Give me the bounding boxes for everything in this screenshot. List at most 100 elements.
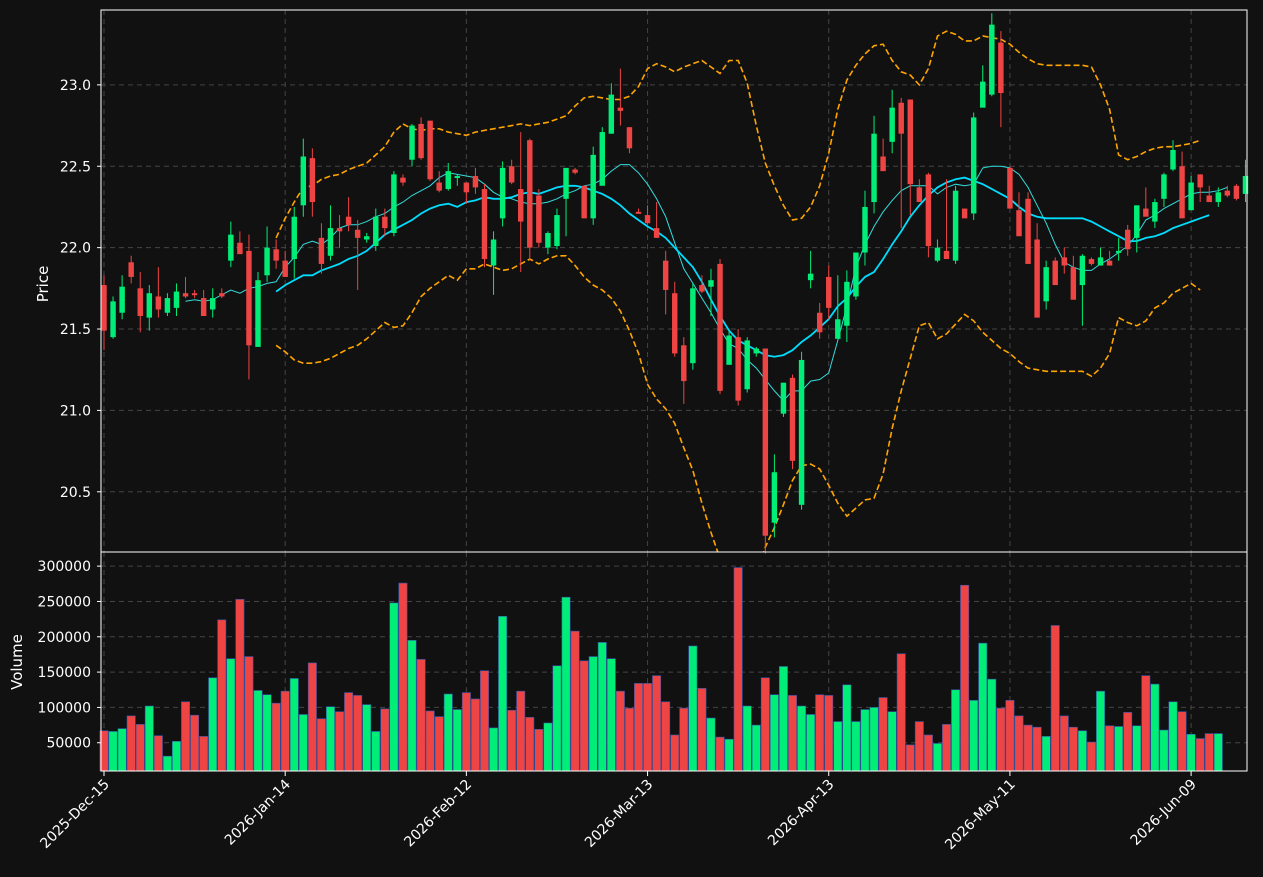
candle-body <box>499 167 506 219</box>
volume-bar <box>996 707 1006 772</box>
volume-bar <box>869 707 879 772</box>
volume-bar <box>679 707 689 772</box>
candle-body <box>771 472 778 523</box>
candle-body <box>726 335 732 365</box>
volume-bar <box>942 724 951 772</box>
candle-body <box>681 345 687 382</box>
candle-body <box>599 132 605 186</box>
volume-bar <box>1105 725 1115 772</box>
volume-bar <box>407 640 417 772</box>
candle-body <box>490 239 497 266</box>
volume-bar <box>1150 683 1160 772</box>
x-tick-label: 2026-Feb-12 <box>401 777 475 851</box>
candle-body <box>1007 167 1013 209</box>
candle-body <box>943 250 950 260</box>
volume-bar <box>298 714 308 772</box>
volume-bar <box>199 736 209 772</box>
volume-bar <box>706 717 716 772</box>
candle-body <box>282 260 288 277</box>
volume-bar <box>887 711 897 772</box>
volume-axis-label: Volume <box>8 634 26 690</box>
volume-bar <box>1168 701 1178 772</box>
bollinger-lower-line <box>275 255 1201 552</box>
volume-bar <box>1213 733 1223 772</box>
candle-body <box>1188 182 1194 211</box>
volume-bar <box>951 689 961 772</box>
candle-body <box>463 182 470 193</box>
volume-bar <box>144 705 154 772</box>
candle-body <box>1152 202 1158 222</box>
volume-bar <box>344 692 354 772</box>
volume-bar <box>425 710 435 772</box>
volume-bar <box>842 684 852 772</box>
volume-bar <box>643 683 653 772</box>
volume-bar <box>516 690 526 772</box>
candle-body <box>744 340 750 390</box>
candle-body <box>617 107 624 111</box>
candle-body <box>1242 176 1249 194</box>
volume-bar <box>253 690 263 772</box>
candle-body <box>753 348 759 354</box>
volume-bar <box>262 694 272 772</box>
candle-body <box>119 286 125 313</box>
candle-body <box>427 120 433 180</box>
candle-body <box>880 156 886 172</box>
volume-bar <box>923 734 933 772</box>
volume-bar <box>561 596 571 772</box>
volume-bar <box>597 642 607 772</box>
candle-body <box>1025 198 1031 264</box>
volume-bar <box>670 734 680 772</box>
candle-body <box>735 337 741 401</box>
candle-body <box>826 276 832 308</box>
candle-body <box>1097 257 1104 266</box>
candle-body <box>146 293 153 318</box>
candle-body <box>1179 166 1185 219</box>
candle-body <box>228 234 234 261</box>
candle-body <box>345 216 352 225</box>
volume-bar <box>797 705 807 772</box>
volume-bar <box>1041 736 1051 772</box>
volume-bar <box>226 658 236 772</box>
x-tick-label: 2026-May-11 <box>942 777 1019 854</box>
volume-bar <box>579 660 589 772</box>
candle-body <box>853 252 859 297</box>
volume-bar <box>162 755 172 772</box>
candle-body <box>309 158 316 203</box>
x-tick-label: 2026-Mar-13 <box>582 777 656 851</box>
price-tick-label: 21.5 <box>60 322 91 338</box>
candle-body <box>970 117 977 214</box>
volume-bar <box>905 744 915 772</box>
volume-tick-label: 250000 <box>38 594 91 610</box>
candle-body <box>672 293 678 354</box>
candle-body <box>952 190 959 261</box>
candle-body <box>789 377 796 461</box>
volume-bar <box>914 721 924 772</box>
candle-body <box>1115 250 1122 253</box>
volume-bar <box>615 690 625 772</box>
price-tick-label: 22.0 <box>60 241 91 257</box>
volume-bar <box>181 701 191 772</box>
price-tick-label: 23.0 <box>60 78 91 94</box>
candle-body <box>835 319 841 339</box>
candle-body <box>101 285 107 331</box>
volume-bar <box>751 724 761 772</box>
candle-body <box>862 206 868 253</box>
volume-bar <box>416 659 426 772</box>
volume-bar <box>380 708 390 772</box>
volume-bar <box>326 706 335 772</box>
candle-body <box>164 298 171 313</box>
volume-bar <box>543 722 553 772</box>
candle-body <box>128 262 134 277</box>
volume-bar <box>271 702 281 772</box>
volume-bar <box>661 701 671 772</box>
candle-body <box>1016 210 1022 237</box>
candle-body <box>1034 239 1040 318</box>
volume-tick-label: 100000 <box>38 700 91 716</box>
candle-body <box>191 293 198 296</box>
candle-body <box>209 298 216 310</box>
candle-body <box>382 216 388 229</box>
candle-body <box>318 237 325 264</box>
volume-bar <box>570 630 580 772</box>
candle-body <box>508 166 515 183</box>
